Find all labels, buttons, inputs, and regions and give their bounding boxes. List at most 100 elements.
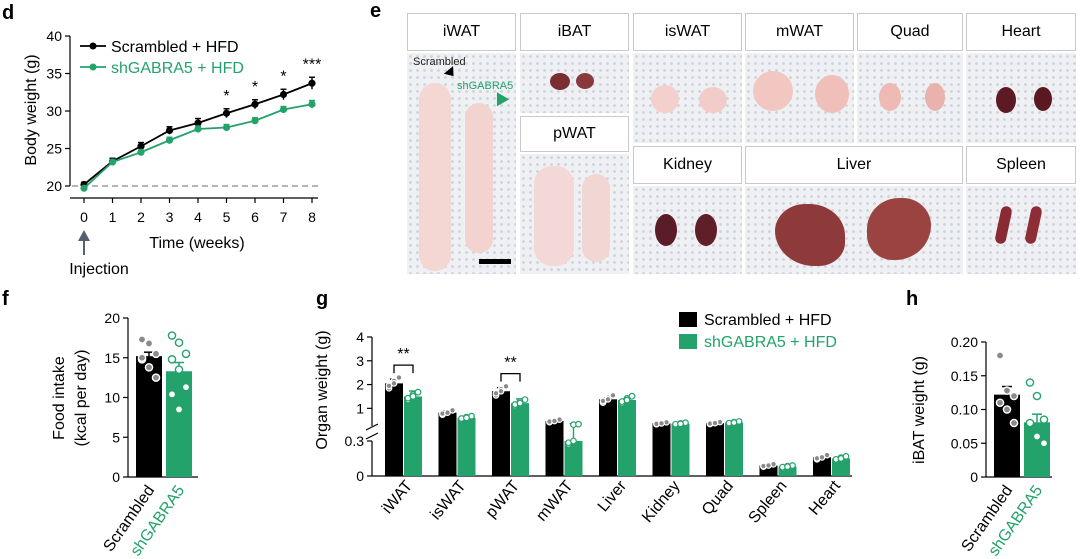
data-point — [194, 125, 202, 133]
data-point — [151, 349, 161, 359]
data-point — [308, 79, 316, 87]
bar-mWAT-1 — [564, 441, 583, 476]
photo-liver — [745, 186, 963, 274]
y-tick-label: 0.20 — [951, 334, 978, 350]
arrow-sh-icon — [490, 92, 510, 110]
x-tick-label: iWAT — [379, 477, 416, 517]
significance-star: * — [223, 88, 229, 105]
data-point — [995, 351, 1005, 360]
data-point — [521, 396, 529, 404]
injection-label: Injection — [69, 261, 129, 278]
bar-Kidney-1 — [671, 423, 690, 476]
data-point — [390, 379, 398, 387]
data-point — [279, 90, 288, 99]
data-point — [167, 355, 177, 364]
data-point — [308, 100, 316, 108]
data-point — [1002, 405, 1012, 414]
tissue-scrambled — [996, 87, 1016, 113]
legend-marker-sh — [89, 63, 97, 71]
photo-heart — [966, 53, 1076, 143]
x-tick-label: 7 — [280, 209, 288, 225]
data-point — [497, 387, 505, 395]
x-tick-label: 4 — [194, 209, 202, 225]
tissue-scrambled — [534, 166, 574, 266]
bar-isWAT-0 — [438, 412, 457, 476]
x-tick-label: 6 — [251, 209, 259, 225]
photo-quad — [857, 53, 963, 143]
panel-label-g: g — [316, 288, 328, 310]
axis-break-mark — [365, 423, 379, 431]
significance-star: *** — [303, 56, 322, 73]
x-tick-label: Liver — [595, 477, 631, 515]
arrow-scrambled-icon — [443, 66, 459, 80]
legend-scrambled: Scrambled + HFD — [704, 312, 832, 329]
y-tick-label: 0 — [356, 468, 364, 484]
legend-sh: shGABRA5 + HFD — [704, 334, 837, 351]
x-tick-label: 2 — [137, 209, 145, 225]
x-tick-label: 1 — [109, 209, 117, 225]
data-point — [395, 374, 403, 381]
data-point — [658, 419, 665, 427]
photo-mwat — [745, 53, 854, 143]
data-point — [1002, 386, 1012, 395]
photo-label-quad: Quad — [857, 13, 963, 51]
y-tick-label: 0.05 — [951, 435, 978, 451]
data-point — [818, 453, 826, 461]
data-point — [165, 136, 174, 144]
photo-label-iwat: iWAT — [407, 13, 516, 51]
data-point — [137, 335, 147, 344]
legend-sh: shGABRA5 + HFD — [111, 60, 244, 77]
data-point — [174, 405, 184, 414]
panel-label-e: e — [370, 0, 382, 22]
organ-weight-chart: Organ weight (g) Scrambled + HFD shGABRA… — [314, 312, 852, 527]
x-tick-label: Kidney — [639, 478, 683, 526]
y-tick-label: 30 — [46, 103, 62, 119]
y-tick-label: 2 — [356, 377, 364, 393]
scale-bar — [479, 259, 511, 264]
injection-arrow-head — [78, 230, 90, 241]
data-point — [137, 353, 147, 363]
ibat-weight-chart: iBAT weight (g) 00.050.100.150.20Scrambl… — [911, 334, 1052, 559]
y-tick-label: 3 — [356, 353, 364, 369]
x-axis-label: Time (weeks) — [149, 235, 244, 252]
tissue-sh — [1034, 87, 1052, 111]
tissue-scrambled — [775, 204, 845, 266]
legend-swatch-sh — [679, 334, 697, 349]
y-tick-label: 40 — [46, 28, 62, 44]
data-point — [144, 362, 154, 372]
body-weight-chart: Body weight (g) Time (weeks) Injection S… — [23, 28, 321, 278]
data-point — [609, 391, 617, 399]
tissue-sh — [695, 214, 717, 246]
data-point — [137, 142, 145, 150]
data-point — [137, 148, 145, 156]
series-line-1 — [83, 103, 313, 189]
data-point — [1039, 415, 1049, 424]
x-tick-label: pWAT — [483, 477, 524, 521]
tissue-scrambled — [655, 214, 677, 246]
bar-Liver-0 — [599, 399, 617, 476]
data-point — [995, 398, 1005, 408]
significance-star: * — [280, 68, 286, 85]
data-point — [1039, 438, 1049, 448]
y-tick-label: 15 — [104, 350, 120, 366]
y-tick-label: 25 — [46, 141, 62, 157]
tissue-scrambled — [753, 71, 793, 111]
data-point — [1025, 378, 1035, 387]
significance-bracket — [500, 373, 521, 382]
photo-iswat — [633, 53, 742, 143]
tissue-sh — [925, 83, 945, 111]
legend-marker-scrambled — [89, 42, 97, 50]
photo-kidney — [633, 186, 742, 274]
x-tick-label: isWAT — [427, 477, 469, 523]
bar-pWAT-0 — [492, 391, 510, 476]
tissue-sh — [582, 174, 610, 262]
x-tick-label: Spleen — [746, 478, 791, 527]
x-tick-label: 5 — [223, 209, 231, 225]
bar-shGABRA5 — [1024, 422, 1050, 477]
data-point — [575, 420, 582, 428]
y-tick-label: 0.15 — [951, 368, 978, 384]
tissue-scrambled — [879, 83, 901, 111]
data-point — [181, 349, 191, 359]
photo-iwat: Scrambled shGABRA5 — [407, 53, 516, 274]
